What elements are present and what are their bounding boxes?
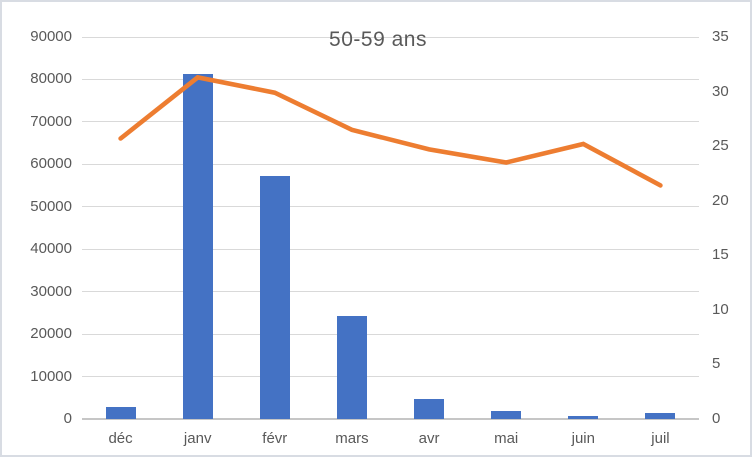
left-axis-tick-label: 40000 (30, 240, 72, 258)
right-axis-tick-label: 25 (712, 137, 729, 155)
x-axis-tick-label: juin (571, 430, 595, 447)
gridline (82, 206, 699, 208)
bar-5 (491, 410, 522, 419)
left-axis-tick-label: 10000 (30, 367, 72, 385)
bar-7 (645, 413, 676, 419)
right-axis-tick-label: 5 (712, 355, 721, 373)
right-axis-tick-label: 10 (712, 300, 729, 318)
right-axis-tick-label: 20 (712, 191, 729, 209)
x-axis-tick-label: mars (335, 430, 369, 447)
gridline (82, 291, 699, 293)
gridline (82, 248, 699, 250)
left-axis-tick-label: 70000 (30, 112, 72, 130)
x-axis-tick-label: févr (262, 430, 288, 447)
gridline (82, 78, 699, 80)
x-axis-tick-label: déc (108, 430, 133, 447)
x-axis-tick-label: janv (183, 430, 212, 447)
gridline (82, 163, 699, 165)
bar-0 (105, 406, 136, 419)
gridline (82, 121, 699, 123)
chart-title: 50-59 ans (329, 28, 427, 51)
bar-1 (182, 73, 213, 419)
left-axis-tick-label: 20000 (30, 325, 72, 343)
right-axis-tick-label: 35 (712, 28, 729, 45)
gridline (82, 376, 699, 378)
bar-3 (336, 315, 367, 419)
x-axis-tick-label: avr (418, 430, 440, 447)
left-axis-tick-label: 90000 (30, 28, 72, 45)
bar-4 (414, 399, 445, 419)
left-axis-tick-label: 60000 (30, 155, 72, 173)
left-axis-tick-label: 50000 (30, 197, 72, 215)
bar-2 (259, 175, 290, 419)
x-axis-tick-label: mai (494, 430, 519, 447)
x-axis-line (82, 418, 699, 420)
gridline (82, 36, 699, 38)
right-axis-tick-label: 30 (712, 82, 729, 100)
x-axis-tick-label: juil (651, 430, 670, 447)
left-axis-tick-label: 0 (63, 410, 72, 427)
left-axis-tick-label: 80000 (30, 70, 72, 88)
bar-6 (568, 415, 599, 419)
right-axis-tick-label: 0 (712, 410, 721, 427)
left-axis-tick-label: 30000 (30, 282, 72, 300)
gridline (82, 333, 699, 335)
right-axis-tick-label: 15 (712, 246, 729, 264)
